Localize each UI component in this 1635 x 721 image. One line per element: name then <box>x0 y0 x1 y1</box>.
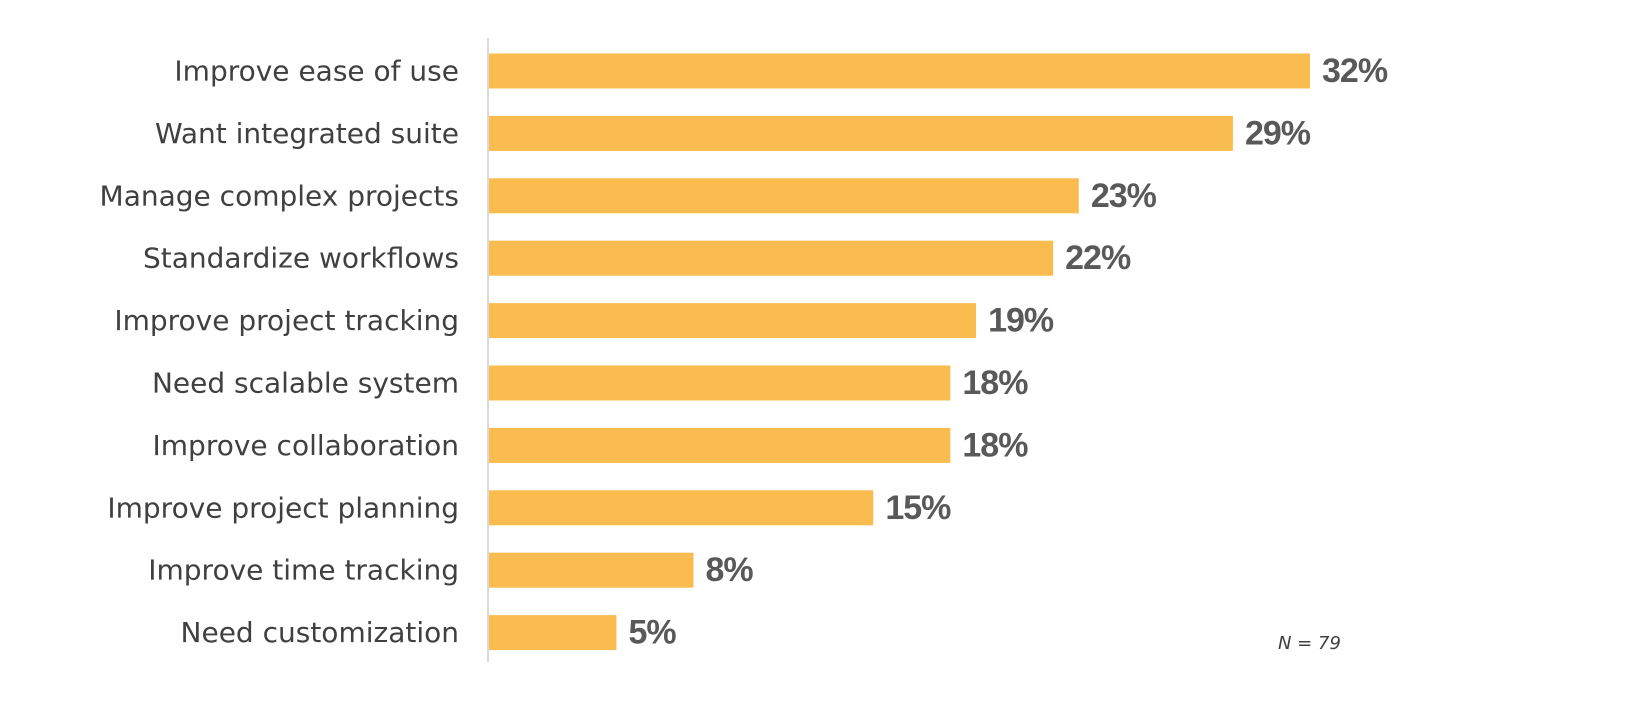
category-labels-group: Improve ease of use Want integrated suite… <box>100 55 459 650</box>
bar-4 <box>488 303 977 339</box>
category-label: Improve time tracking <box>148 554 459 587</box>
bar-3 <box>488 240 1054 276</box>
category-label: Need customization <box>181 616 459 649</box>
value-label: 18% <box>962 364 1028 402</box>
bar-6 <box>488 427 951 463</box>
bar-1 <box>488 115 1233 151</box>
bar-8 <box>488 552 694 588</box>
bars-group <box>488 53 1310 651</box>
category-label: Need scalable system <box>152 367 459 400</box>
category-label: Want integrated suite <box>155 117 459 150</box>
category-label: Improve project planning <box>107 491 459 524</box>
value-label: 22% <box>1065 239 1131 277</box>
bar-5 <box>488 365 951 401</box>
value-labels-group: 32% 29% 23% 22% 19% 18% 18% 15% 8% 5% <box>628 52 1388 652</box>
value-label: 5% <box>628 614 676 652</box>
value-label: 15% <box>885 489 951 527</box>
value-label: 19% <box>988 302 1054 340</box>
value-label: 18% <box>962 426 1028 464</box>
bar-9 <box>488 615 617 651</box>
sample-size-note: N = 79 <box>1278 633 1341 654</box>
category-label: Manage complex projects <box>100 179 459 212</box>
value-label: 29% <box>1245 114 1311 152</box>
value-label: 32% <box>1322 52 1388 90</box>
category-label: Improve ease of use <box>174 55 459 88</box>
category-label: Standardize workflows <box>143 242 459 275</box>
bar-2 <box>488 178 1079 214</box>
category-label: Improve project tracking <box>114 304 459 337</box>
value-label: 8% <box>706 551 754 589</box>
bar-0 <box>488 53 1310 89</box>
bar-7 <box>488 490 874 526</box>
category-label: Improve collaboration <box>153 429 459 462</box>
value-label: 23% <box>1091 177 1157 215</box>
